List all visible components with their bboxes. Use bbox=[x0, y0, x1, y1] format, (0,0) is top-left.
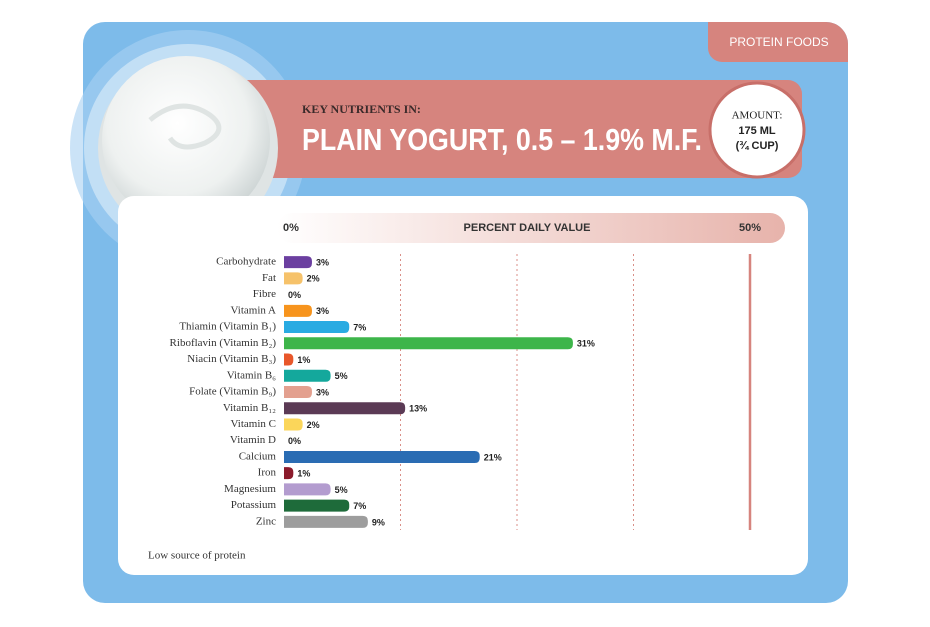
bar bbox=[284, 483, 331, 496]
y-tick-label: Vitamin C bbox=[231, 418, 276, 430]
tag: PROTEIN FOODS bbox=[729, 35, 828, 49]
value-label: 2% bbox=[307, 274, 320, 284]
amount: (¾ CUP) bbox=[736, 140, 779, 152]
y-tick-label: Niacin (Vitamin B₃) bbox=[187, 353, 276, 365]
bar bbox=[284, 386, 312, 398]
bar bbox=[284, 418, 303, 431]
tag-tab bbox=[708, 22, 848, 62]
y-tick-label: Folate (Vitamin B₉) bbox=[189, 386, 276, 398]
banner bbox=[230, 80, 802, 178]
y-tick-label: Thiamin (Vitamin B₁) bbox=[179, 321, 276, 333]
y-tick-label: Zinc bbox=[256, 515, 276, 527]
y-tick-label: Vitamin B₁₂ bbox=[223, 402, 276, 414]
y-tick-label: Potassium bbox=[231, 499, 277, 511]
y-tick-label: Fat bbox=[262, 272, 276, 284]
value-label: 0% bbox=[288, 436, 301, 446]
yogurt bbox=[102, 56, 270, 224]
y-tick-label: Riboflavin (Vitamin B₂) bbox=[170, 337, 277, 349]
bar bbox=[284, 369, 331, 382]
chart-panel bbox=[118, 196, 808, 575]
amount: 175 ML bbox=[738, 125, 776, 137]
amount-label: AMOUNT: bbox=[732, 110, 783, 122]
x-tick-label: 50% bbox=[739, 222, 761, 234]
x-tick-label: 0% bbox=[283, 222, 299, 234]
bar bbox=[284, 353, 294, 366]
value-label: 3% bbox=[316, 306, 329, 316]
x-axis-label: PERCENT DAILY VALUE bbox=[464, 222, 591, 234]
value-label: 5% bbox=[335, 371, 348, 381]
value-label: 0% bbox=[288, 290, 301, 300]
bar bbox=[284, 256, 312, 269]
value-label: 1% bbox=[297, 469, 310, 479]
value-label: 9% bbox=[372, 517, 385, 527]
y-tick-label: Calcium bbox=[239, 450, 277, 462]
y-tick-label: Fibre bbox=[253, 288, 276, 300]
value-label: 7% bbox=[353, 322, 366, 332]
amount-badge bbox=[708, 81, 806, 179]
bar bbox=[284, 304, 312, 317]
y-tick-label: Iron bbox=[258, 467, 277, 479]
bar bbox=[284, 321, 350, 334]
bar bbox=[284, 450, 480, 463]
axis-header bbox=[277, 213, 785, 243]
bar bbox=[284, 337, 573, 350]
value-label: 31% bbox=[577, 339, 595, 349]
note: Low source of protein bbox=[148, 550, 246, 562]
y-tick-label: Magnesium bbox=[224, 483, 276, 495]
value-label: 1% bbox=[297, 355, 310, 365]
bar bbox=[284, 515, 368, 528]
y-tick-label: Vitamin A bbox=[231, 304, 277, 316]
bar bbox=[284, 272, 303, 285]
value-label: 5% bbox=[335, 485, 348, 495]
y-tick-label: Vitamin D bbox=[230, 434, 276, 446]
bar bbox=[284, 402, 406, 415]
swirl bbox=[148, 103, 222, 150]
value-label: 13% bbox=[409, 404, 427, 414]
value-label: 3% bbox=[316, 387, 329, 397]
bar bbox=[284, 499, 350, 512]
y-tick-label: Carbohydrate bbox=[216, 256, 276, 268]
value-label: 21% bbox=[484, 452, 502, 462]
title: PLAIN YOGURT, 0.5 – 1.9% M.F. bbox=[302, 122, 702, 157]
value-label: 3% bbox=[316, 257, 329, 267]
y-tick-label: Vitamin B₆ bbox=[227, 369, 276, 381]
kicker: KEY NUTRIENTS IN: bbox=[302, 102, 421, 116]
value-label: 2% bbox=[307, 420, 320, 430]
bar bbox=[284, 467, 294, 480]
value-label: 7% bbox=[353, 501, 366, 511]
